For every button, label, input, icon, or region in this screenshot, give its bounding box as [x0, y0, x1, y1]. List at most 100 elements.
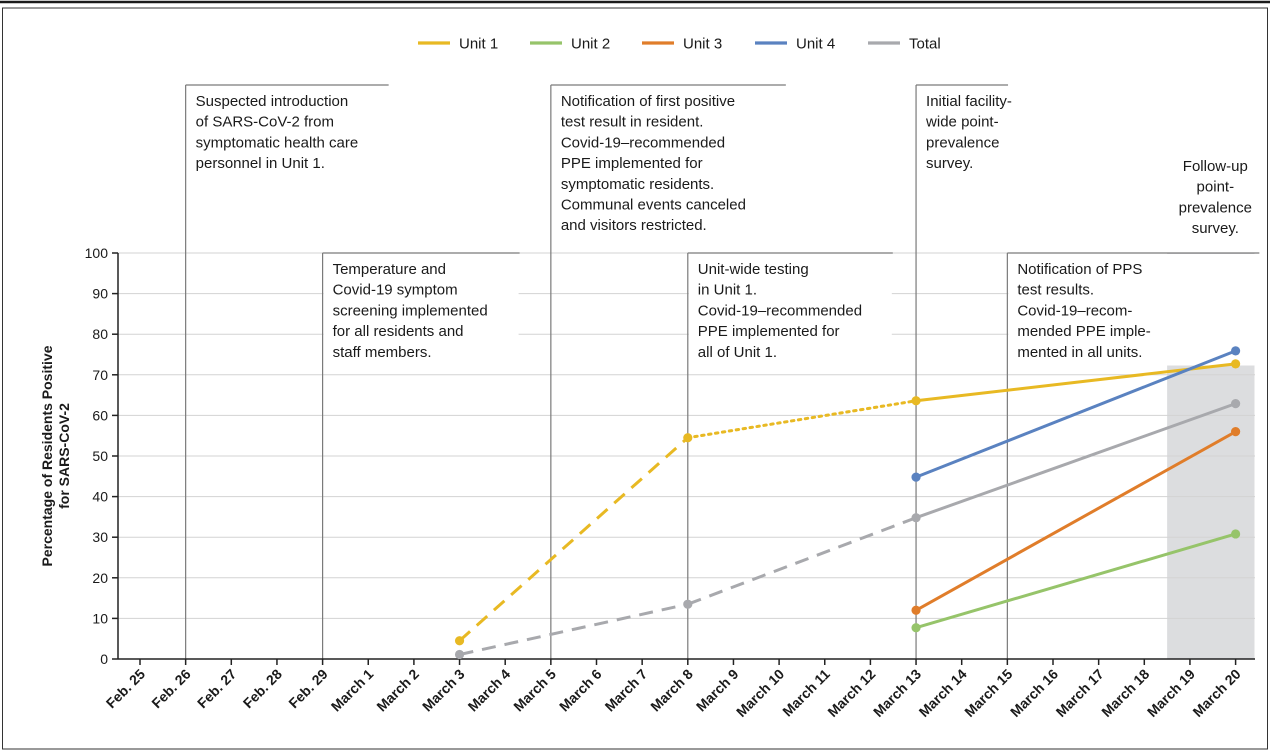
x-tick-label: March 14 [916, 666, 970, 720]
annotation-text: Unit-wide testing [698, 261, 809, 278]
annotation-box [186, 86, 388, 177]
annotation-text: of SARS-CoV-2 from [196, 114, 334, 131]
x-tick-label: March 10 [733, 666, 787, 720]
annotation-text: Follow-up [1183, 158, 1248, 175]
annotation-text: staff members. [333, 344, 432, 361]
annotation-text: test results. [1017, 282, 1094, 299]
series-point [1231, 399, 1241, 409]
x-tick-label: March 20 [1189, 666, 1243, 720]
y-axis-label-line: Percentage of Residents Positive [39, 345, 55, 566]
x-tick-label: Feb. 25 [103, 666, 149, 712]
series-segment [686, 399, 918, 440]
series-point [1231, 529, 1241, 539]
series-segment [915, 430, 1237, 612]
series-segment [458, 436, 689, 642]
series-point [1231, 346, 1241, 356]
series-point [911, 396, 921, 406]
y-tick-label: 60 [92, 407, 108, 423]
annotation-text: Temperature and [333, 261, 446, 278]
x-tick-label: March 16 [1007, 666, 1061, 720]
annotation-text: mented in all units. [1017, 344, 1142, 361]
annotation-text: point- [1197, 179, 1235, 196]
x-tick-label: March 13 [870, 666, 924, 720]
annotation-box [551, 86, 785, 239]
annotation-box [323, 254, 519, 366]
series-point [683, 433, 693, 443]
series-point [1231, 359, 1241, 369]
series-segment [687, 516, 917, 606]
series-point [911, 623, 921, 633]
annotation-text: mended PPE imple- [1017, 323, 1150, 340]
x-tick-label: March 5 [510, 666, 559, 715]
series-point [454, 636, 465, 646]
y-axis-label: Percentage of Residents Positivefor SARS… [39, 345, 72, 566]
y-tick-label: 30 [92, 529, 108, 545]
annotation-text: prevalence [926, 134, 999, 151]
x-tick-label: March 12 [824, 666, 878, 720]
y-tick-label: 10 [92, 610, 108, 626]
series-segment [915, 349, 1237, 479]
annotation-text: Initial facility- [926, 93, 1012, 110]
annotation-text: test result in resident. [561, 114, 704, 131]
legend: Unit 1 Unit 2 Unit 3 Unit 4 Total [418, 36, 941, 53]
series-point [683, 599, 693, 609]
x-tick-label: March 8 [647, 666, 696, 715]
annotation-text: personnel in Unit 1. [196, 155, 325, 172]
annotation-text: wide point- [925, 114, 999, 131]
annotation-text: symptomatic health care [196, 134, 359, 151]
y-tick-label: 90 [92, 286, 108, 302]
annotation-text: Covid-19–recom- [1017, 302, 1132, 319]
series-point [911, 472, 921, 482]
legend-entry: Unit 3 [683, 36, 722, 53]
annotation-box [1008, 254, 1259, 366]
legend-entry: Unit 4 [796, 36, 835, 53]
x-tick-label: March 6 [556, 666, 605, 715]
x-tick-label: Feb. 29 [285, 666, 331, 712]
annotation-box [688, 254, 892, 366]
y-tick-label: 80 [92, 326, 108, 342]
annotation-text: Covid-19–recommended [698, 302, 862, 319]
x-tick-label: March 17 [1053, 666, 1107, 720]
annotation-box [917, 86, 1008, 177]
series-layer [454, 346, 1241, 660]
series-segment [915, 532, 1237, 630]
y-tick-label: 0 [100, 651, 108, 667]
annotation-text: Suspected introduction [196, 93, 349, 110]
x-tick-label: March 19 [1144, 666, 1198, 720]
annotation-text: all of Unit 1. [698, 344, 777, 361]
x-tick-label: March 15 [961, 666, 1015, 720]
y-tick-label: 100 [85, 245, 109, 261]
y-tick-label: 20 [92, 570, 108, 586]
series-point [454, 649, 465, 660]
y-tick-label: 50 [92, 448, 108, 464]
annotation-text: Notification of PPS [1017, 261, 1142, 278]
figure-frame [2, 7, 1268, 750]
x-tick-label: March 18 [1098, 666, 1152, 720]
annotation-text: Covid-19–recommended [561, 134, 725, 151]
annotation-text: in Unit 1. [698, 282, 757, 299]
series-segment [915, 362, 1236, 403]
x-tick-label: Feb. 27 [194, 666, 240, 712]
annotation-text: symptomatic residents. [561, 176, 714, 193]
x-tick-label: March 4 [465, 666, 514, 715]
series-segment [915, 402, 1237, 520]
annotation-text: screening implemented [333, 302, 488, 319]
annotation-text: Communal events canceled [561, 197, 746, 214]
legend-entry: Unit 2 [571, 36, 610, 53]
annotation-text: and visitors restricted. [561, 217, 707, 234]
annotation-layer: Suspected introduction of SARS-CoV-2 from… [185, 84, 1260, 659]
annotation-text: PPE implemented for [698, 323, 840, 340]
y-tick-label: 70 [92, 367, 108, 383]
legend-entry: Total [909, 36, 941, 53]
annotation-text: for all residents and [333, 323, 464, 340]
series-point [911, 605, 921, 615]
series-point [1231, 427, 1241, 437]
legend-entry: Unit 1 [459, 36, 498, 53]
x-tick-label: March 7 [602, 666, 651, 715]
annotation-text: prevalence [1179, 199, 1252, 216]
annotation-text: survey. [1192, 220, 1239, 237]
x-tick-label: March 2 [373, 666, 422, 715]
x-tick-label: Feb. 26 [148, 666, 194, 712]
x-tick-label: March 11 [779, 666, 833, 720]
